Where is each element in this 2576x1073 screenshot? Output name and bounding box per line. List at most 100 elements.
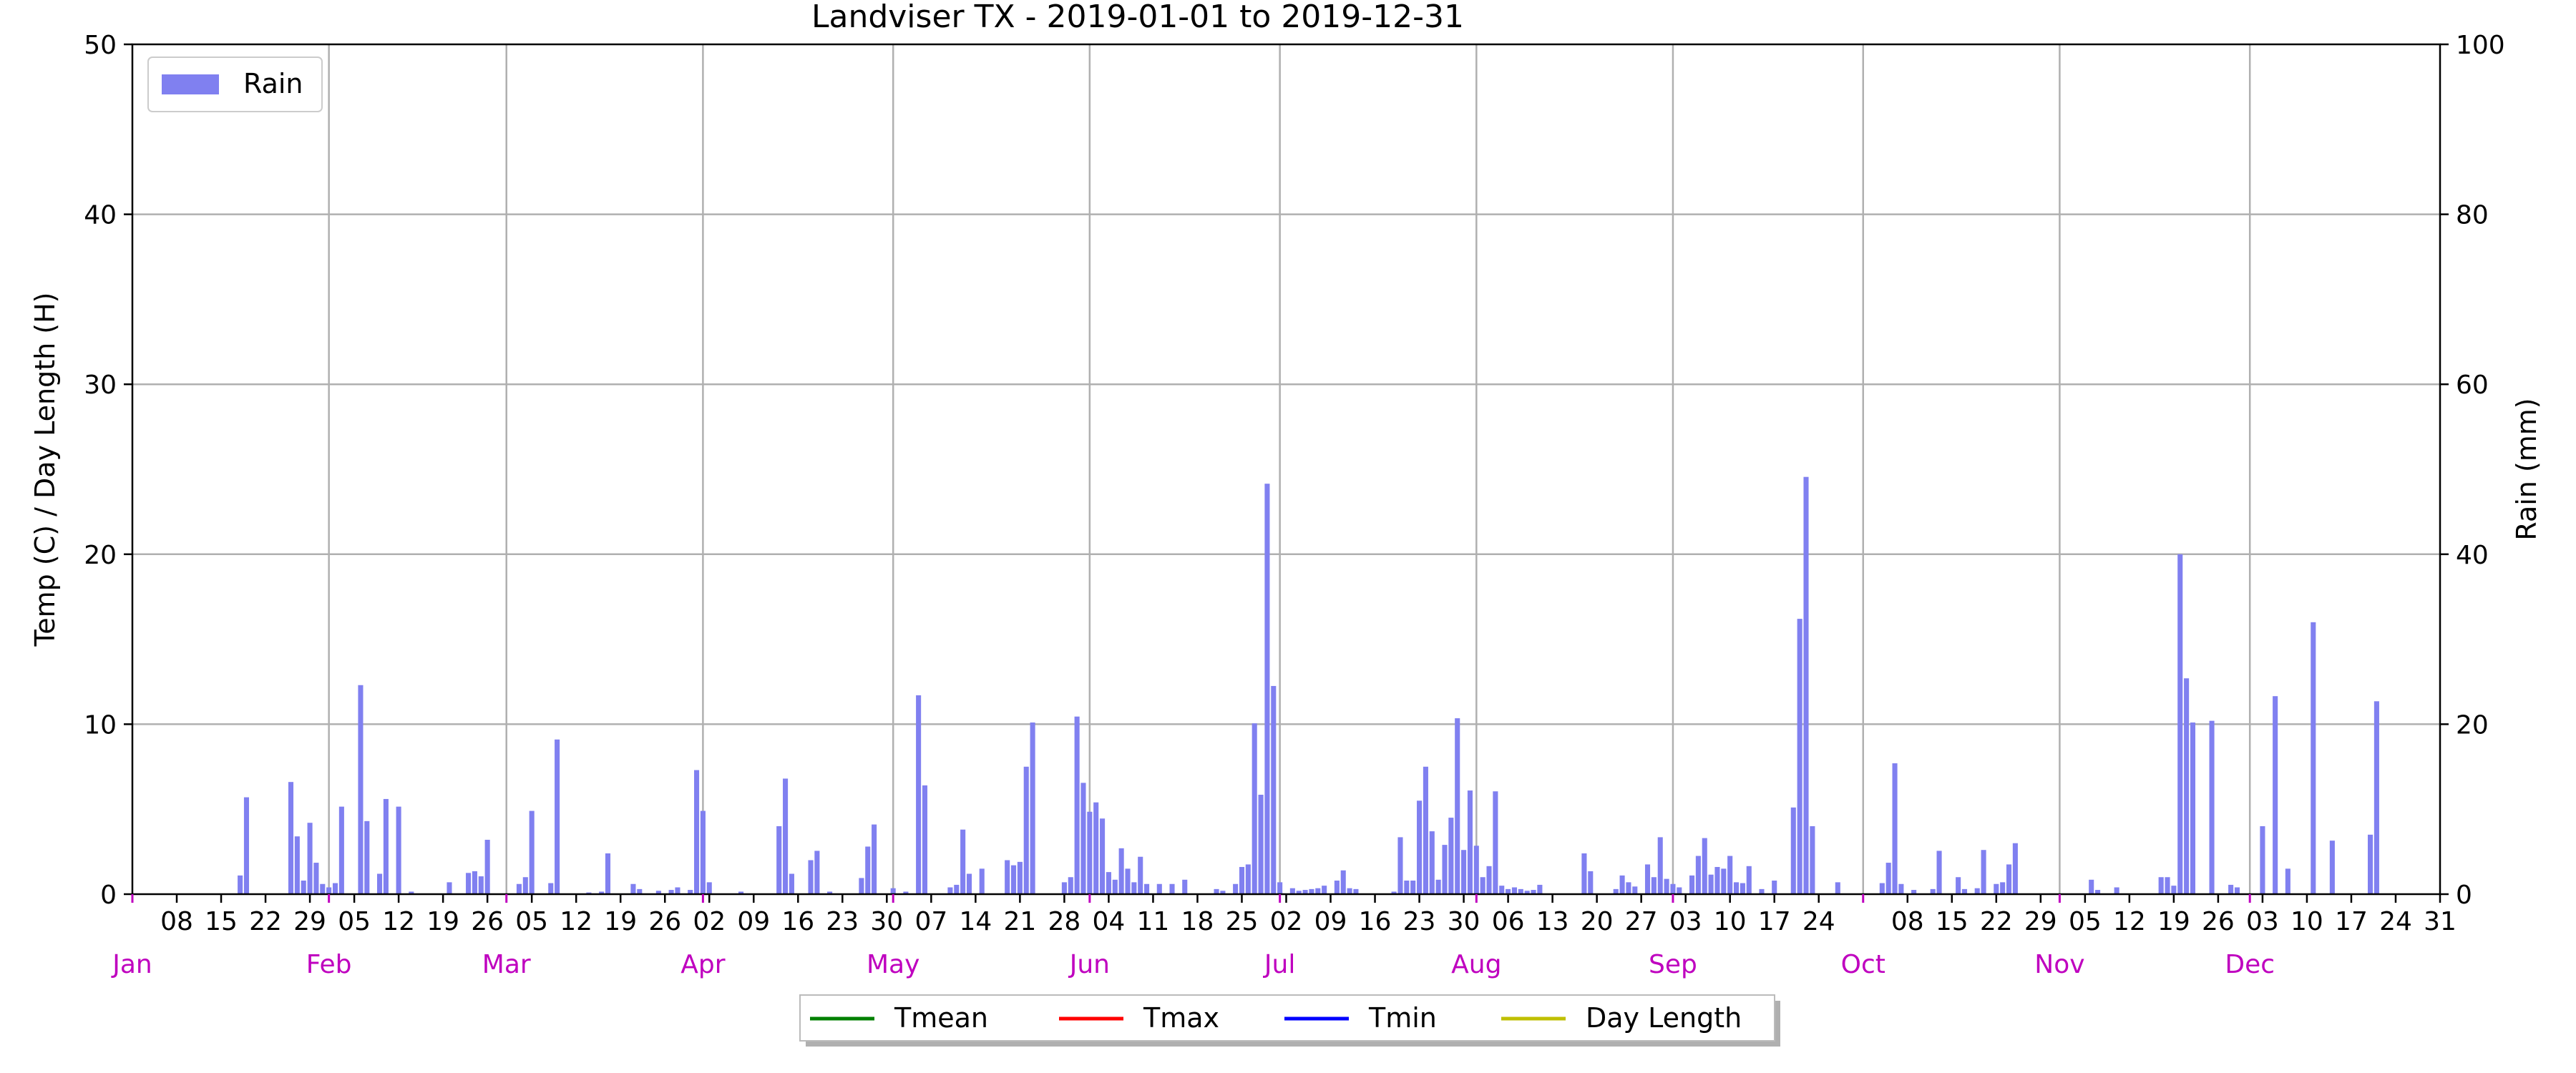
rain-bar [630, 883, 636, 894]
rain-bar [1061, 882, 1067, 894]
rain-bar [1695, 856, 1701, 894]
rain-bar [1391, 891, 1397, 894]
rain-bar [1258, 795, 1264, 894]
rain-bar [789, 873, 794, 894]
rain-bar [668, 890, 674, 894]
x-tick-label: 29 [2024, 907, 2057, 936]
x-axis-ticks: 08 15 22 29 05 12 19 26 05 12 19 26 02 09 16 23 30 07 14 21… [160, 894, 2457, 936]
rain-bar [1100, 818, 1106, 894]
rain-bar [1093, 802, 1099, 894]
rain-bar [1518, 888, 1523, 894]
x-tick-label: 08 [1891, 907, 1924, 936]
rain-bar [1429, 831, 1435, 894]
x-tick-label: 19 [604, 907, 637, 936]
rain-bar [2373, 701, 2379, 894]
x-tick-label: 28 [1048, 907, 1080, 936]
rain-bar [2095, 890, 2101, 894]
rain-bar [1803, 476, 1809, 894]
chart-title: Landviser TX - 2019-01-01 to 2019-12-31 [811, 0, 1464, 35]
rain-bar [2006, 864, 2012, 894]
x-tick-label: 12 [2113, 907, 2146, 936]
rain-bar [1106, 872, 1111, 894]
rain-bar [2260, 825, 2265, 894]
x-tick-label: 22 [1980, 907, 2013, 936]
rain-bar [2158, 877, 2164, 894]
rain-bar [1030, 722, 1035, 894]
rain-bar [1961, 888, 1968, 894]
x-tick-label: 02 [1270, 907, 1303, 936]
left-tick-label: 0 [100, 881, 117, 910]
rain-bar [1309, 888, 1314, 894]
rain-bar [1118, 848, 1124, 894]
rain-bar [1340, 870, 1346, 894]
rain-bar [922, 785, 928, 894]
rain-bar [1759, 888, 1765, 894]
rain-bar [916, 695, 922, 894]
rain-bar [1493, 791, 1498, 894]
rain-bar [1480, 877, 1485, 894]
rain-bar [1981, 850, 1986, 894]
x-tick-label: 24 [2379, 907, 2412, 936]
x-tick-label: 04 [1093, 907, 1126, 936]
x-tick-label: 09 [737, 907, 770, 936]
x-tick-label: 16 [1359, 907, 1392, 936]
rain-bar [332, 883, 338, 894]
rain-bar [954, 884, 960, 894]
rain-bar [706, 882, 712, 894]
month-label: Jun [1068, 950, 1110, 979]
rain-bar [1797, 619, 1802, 894]
rain-bar [364, 820, 370, 894]
x-tick-label: 14 [959, 907, 992, 936]
rain-bar [358, 685, 364, 894]
rain-bar [1448, 818, 1454, 894]
rain-bar [1461, 850, 1467, 894]
x-tick-label: 20 [1581, 907, 1614, 936]
rain-bar [675, 887, 680, 894]
x-tick-label: 03 [2246, 907, 2279, 936]
rain-bar [1499, 886, 1505, 894]
x-tick-label: 10 [2290, 907, 2323, 936]
x-tick-label: 05 [338, 907, 371, 936]
rain-bar [1790, 807, 1796, 894]
rain-bar [1467, 790, 1473, 894]
right-axis-label: Rain (mm) [2511, 398, 2542, 540]
rain-bar [979, 868, 985, 894]
rain-bar [376, 873, 383, 894]
x-tick-label: 06 [1492, 907, 1525, 936]
rain-bar [1486, 866, 1492, 894]
rain-bar [783, 778, 789, 894]
rain-bar [2329, 841, 2335, 894]
rain-bar [1740, 883, 1745, 894]
rain-bar [1289, 888, 1295, 894]
rain-bar [1315, 888, 1321, 894]
x-tick-label: 30 [1448, 907, 1480, 936]
rain-bar [1347, 888, 1352, 894]
rain-bar [2234, 887, 2240, 894]
rain-bar [700, 810, 706, 894]
rain-bar [1746, 866, 1752, 894]
rain-bar [1245, 864, 1251, 894]
x-tick-label: 26 [2202, 907, 2235, 936]
rain-bar [555, 739, 560, 894]
rain-bar [1885, 863, 1891, 894]
rain-bar [1473, 846, 1479, 894]
x-tick-label: 05 [2069, 907, 2102, 936]
rain-bar [238, 875, 243, 894]
rain-bar [1410, 880, 1416, 894]
x-tick-label: 19 [2157, 907, 2190, 936]
x-tick-label: 22 [249, 907, 282, 936]
rain-bar [326, 887, 332, 894]
rain-bar [2114, 887, 2119, 894]
rain-bar [1657, 837, 1663, 894]
rain-bar [1010, 865, 1017, 894]
rain-bar [1214, 888, 1219, 894]
rain-bar [1670, 883, 1676, 894]
rain-bar [872, 824, 877, 894]
rain-bar [1220, 891, 1226, 894]
rain-bar [1404, 880, 1410, 894]
rain-bar [2285, 868, 2290, 894]
legend-top: Rain [147, 57, 323, 112]
rain-bar [1511, 887, 1517, 894]
rain-bar [1334, 880, 1340, 894]
